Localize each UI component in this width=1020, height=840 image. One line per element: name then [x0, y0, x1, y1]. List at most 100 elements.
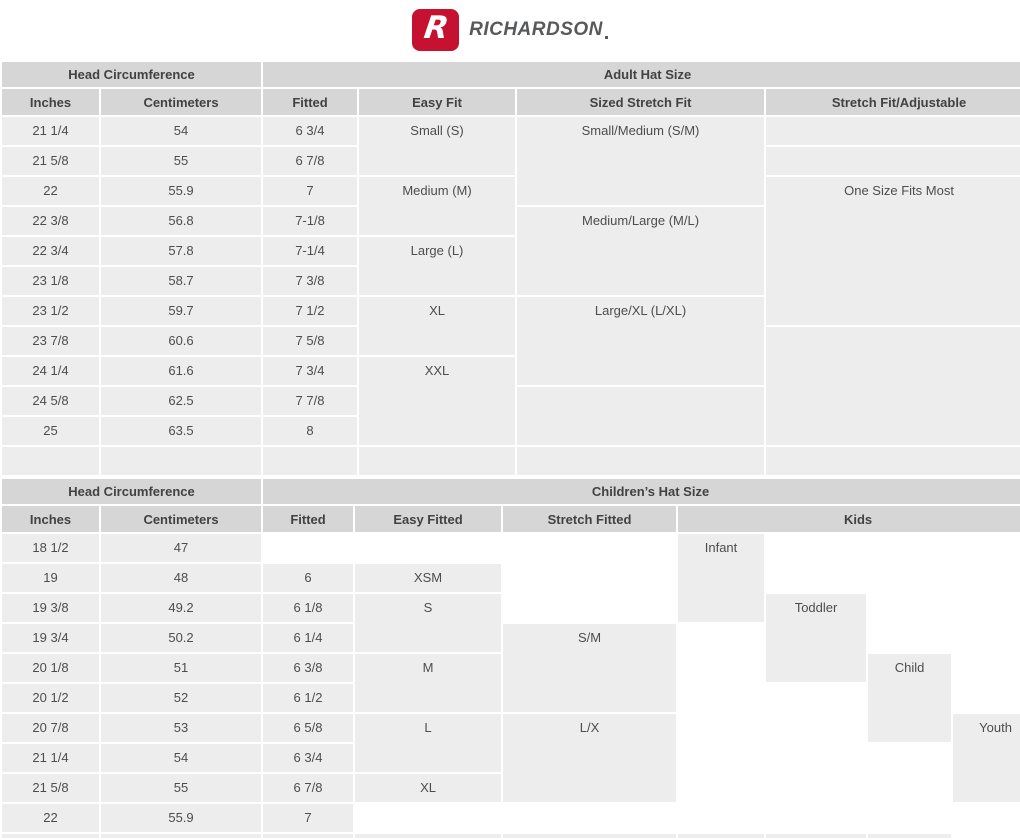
table-cell: 6 3/8 — [263, 654, 354, 682]
table-cell: L/X — [503, 714, 677, 802]
empty-cell — [766, 147, 1020, 175]
blank-cell — [953, 564, 1020, 592]
blank-cell — [678, 624, 764, 652]
table-cell: 49.2 — [101, 594, 262, 622]
blank-cell — [868, 804, 951, 832]
table-cell: XL — [359, 297, 516, 355]
table-cell: Large/XL (L/XL) — [517, 297, 765, 385]
empty-cell — [2, 447, 99, 475]
empty-cell — [517, 387, 765, 445]
table-row: 19 3/8 49.2 6 1/8 S Toddler — [2, 594, 1020, 682]
column-header: Fitted — [263, 506, 354, 532]
table-cell: Large (L) — [359, 237, 516, 295]
table-cell: 55.9 — [101, 177, 262, 205]
table-cell: 25 — [2, 417, 99, 445]
table-cell: 23 1/2 — [2, 297, 99, 325]
table-row — [2, 834, 1020, 838]
empty-cell — [2, 834, 99, 838]
table-cell: 18 1/2 — [2, 534, 99, 562]
table-cell: 20 1/2 — [2, 684, 99, 712]
richardson-r-logo-icon: R — [412, 9, 460, 51]
table-cell: Youth — [953, 714, 1020, 802]
blank-cell — [868, 774, 951, 802]
table-cell: 20 1/8 — [2, 654, 99, 682]
table-cell: 7 5/8 — [263, 327, 358, 355]
table-row: 22 55.9 7 — [2, 804, 1020, 832]
table-cell: 24 1/4 — [2, 357, 99, 385]
blank-cell — [868, 564, 951, 592]
blank-cell — [766, 564, 866, 592]
table-cell: XSM — [355, 564, 502, 592]
table-row: 24 1/4 61.6 7 3/4 XXL — [2, 357, 1020, 445]
table-row: 21 1/4 54 6 3/4 Small (S) Small/Medium (S/M) — [2, 117, 1020, 205]
table-cell: S/M — [503, 624, 677, 712]
blank-cell — [503, 564, 676, 592]
table-cell: Infant — [678, 534, 765, 622]
column-header: Centimeters — [101, 89, 262, 115]
table-row — [2, 447, 1020, 475]
table-cell: 60.6 — [101, 327, 262, 355]
table-cell: 6 — [263, 564, 354, 592]
table-cell: 58.7 — [101, 267, 262, 295]
group-header: Head Circumference — [2, 62, 262, 87]
table-row: 21 5/8 55 6 7/8 XL — [2, 774, 1020, 802]
table-row: 20 1/2 52 6 1/2 — [2, 684, 1020, 712]
blank-cell — [953, 834, 1020, 838]
blank-cell — [355, 534, 501, 562]
blank-cell — [868, 594, 951, 622]
registered-mark — [604, 35, 608, 39]
table-cell: 7 1/2 — [263, 297, 358, 325]
table-cell: 6 7/8 — [263, 147, 358, 175]
blank-cell — [678, 804, 764, 832]
empty-cell — [766, 117, 1020, 145]
blank-cell — [953, 594, 1020, 622]
table-cell: XL — [355, 774, 502, 802]
table-cell: 61.6 — [101, 357, 262, 385]
table-cell: 19 3/8 — [2, 594, 99, 622]
blank-cell — [355, 804, 501, 832]
table-cell: 19 — [2, 564, 99, 592]
column-header: Fitted — [263, 89, 358, 115]
table-cell: 7-1/8 — [263, 207, 358, 235]
table-cell: 22 3/8 — [2, 207, 99, 235]
blank-cell — [678, 744, 764, 772]
blank-cell — [953, 534, 1020, 562]
table-row: 19 48 6 XSM — [2, 564, 1020, 592]
empty-cell — [766, 447, 1020, 475]
table-cell: 7 — [263, 804, 354, 832]
table-cell: 6 1/8 — [263, 594, 354, 622]
table-row: 20 7/8 53 6 5/8 L L/X Youth — [2, 714, 1020, 802]
size-chart: Head Circumference Adult Hat Size Inches Ce… — [0, 60, 1020, 840]
childrens-hat-size-table: Head Circumference Children’s Hat Size Inc… — [0, 477, 1020, 840]
brand-logo: R RICHARDSON — [0, 0, 1020, 60]
blank-cell — [868, 744, 951, 772]
blank-cell — [766, 534, 866, 562]
blank-cell — [678, 774, 764, 802]
table-cell: 22 — [2, 177, 99, 205]
blank-cell — [953, 654, 1020, 682]
table-cell: L — [355, 714, 502, 772]
blank-cell — [263, 534, 353, 562]
table-row: 20 1/8 51 6 3/8 M Child — [2, 654, 1020, 742]
empty-cell — [355, 834, 502, 838]
table-cell: 21 5/8 — [2, 774, 99, 802]
table-cell: Toddler — [766, 594, 867, 682]
column-header: Kids — [678, 506, 1020, 532]
table-cell: 23 7/8 — [2, 327, 99, 355]
blank-cell — [868, 534, 951, 562]
table-cell: 62.5 — [101, 387, 262, 415]
table-cell: Small (S) — [359, 117, 516, 175]
group-header: Head Circumference — [2, 479, 262, 504]
blank-cell — [953, 804, 1020, 832]
table-cell: 63.5 — [101, 417, 262, 445]
empty-cell — [263, 447, 358, 475]
table-cell: 19 3/4 — [2, 624, 99, 652]
table-cell: 8 — [263, 417, 358, 445]
table-cell: 7 3/4 — [263, 357, 358, 385]
blank-cell — [953, 684, 1020, 712]
table-cell: 23 1/8 — [2, 267, 99, 295]
table-row: 23 1/8 58.7 7 3/8 — [2, 267, 1020, 295]
table-cell: 6 3/4 — [263, 744, 354, 772]
blank-cell — [678, 654, 764, 682]
table-row: 23 7/8 60.6 7 5/8 — [2, 327, 1020, 445]
